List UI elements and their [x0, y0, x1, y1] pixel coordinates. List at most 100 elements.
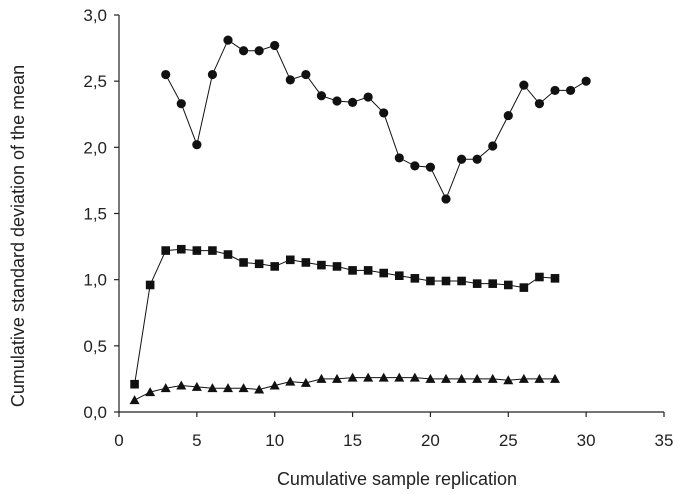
data-point-triangle — [332, 373, 342, 383]
data-point-square — [192, 246, 202, 255]
data-point-square — [472, 279, 482, 288]
data-point-square — [130, 379, 139, 389]
series-layer — [129, 35, 591, 405]
data-point-square — [176, 244, 186, 254]
data-point-triangle — [300, 377, 311, 387]
data-point-triangle — [518, 373, 529, 383]
data-point-triangle — [207, 383, 218, 393]
data-point-square — [394, 271, 404, 280]
data-point-triangle — [550, 373, 560, 383]
y-tick-label: 3,0 — [83, 6, 107, 25]
y-tick-label: 1,5 — [83, 205, 107, 224]
data-point-square — [426, 276, 435, 286]
data-point-circle — [441, 194, 451, 204]
data-point-triangle — [176, 380, 187, 390]
data-point-square — [379, 268, 389, 278]
data-point-circle — [519, 80, 529, 90]
data-point-triangle — [378, 372, 389, 382]
x-tick-label: 10 — [265, 431, 284, 450]
data-point-triangle — [269, 380, 280, 390]
data-point-triangle — [472, 373, 483, 383]
series-square — [130, 244, 560, 389]
x-tick-label: 35 — [655, 431, 674, 450]
data-point-triangle — [456, 373, 467, 383]
data-point-circle — [488, 141, 498, 151]
data-point-square — [301, 258, 311, 267]
data-point-circle — [550, 85, 560, 96]
data-point-triangle — [534, 373, 545, 383]
data-point-square — [535, 272, 544, 282]
data-point-circle — [254, 46, 264, 56]
y-tick-label: 0,0 — [83, 403, 107, 422]
data-point-triangle — [394, 372, 405, 382]
series-triangle-line — [134, 377, 555, 401]
y-tick-label: 1,0 — [83, 271, 107, 290]
data-point-circle — [238, 46, 249, 56]
data-point-circle — [270, 40, 280, 51]
data-point-circle — [581, 76, 591, 86]
y-tick-label: 2,0 — [83, 138, 107, 157]
data-point-square — [550, 274, 560, 283]
axes: 0 5 10 15 20 25 30 35 0,0 0,5 1,0 1,5 2,0 2,5 3,0 — [83, 6, 673, 450]
data-point-triangle — [191, 381, 202, 391]
y-tick-label: 2,5 — [83, 72, 107, 91]
data-point-square — [285, 255, 295, 265]
x-tick-label: 20 — [421, 431, 440, 450]
data-point-circle — [565, 85, 576, 96]
data-point-square — [410, 274, 420, 283]
y-axis-title: Cumulative standard deviation of the mea… — [8, 65, 28, 407]
data-point-square — [457, 276, 466, 286]
data-point-square — [317, 260, 326, 270]
data-point-square — [208, 246, 217, 255]
data-point-circle — [394, 153, 404, 163]
data-point-triangle — [316, 373, 327, 383]
data-point-triangle — [487, 373, 498, 383]
data-point-triangle — [409, 372, 420, 382]
data-point-square — [332, 262, 342, 271]
data-point-square — [145, 280, 155, 290]
data-point-triangle — [160, 383, 171, 393]
data-point-triangle — [285, 376, 296, 386]
data-point-triangle — [223, 383, 233, 393]
data-point-square — [254, 259, 264, 269]
data-point-circle — [425, 162, 436, 172]
data-point-circle — [207, 69, 218, 80]
y-tick-label: 0,5 — [83, 337, 107, 356]
data-point-square — [503, 280, 513, 290]
data-point-square — [161, 246, 171, 255]
x-tick-label: 0 — [114, 431, 123, 450]
data-point-circle — [472, 154, 482, 164]
data-point-circle — [223, 35, 233, 45]
x-tick-label: 5 — [192, 431, 201, 450]
data-point-triangle — [425, 373, 436, 383]
data-point-square — [488, 279, 498, 288]
data-point-square — [441, 276, 451, 286]
data-point-square — [519, 283, 529, 292]
data-point-triangle — [129, 395, 140, 405]
data-point-circle — [316, 91, 327, 101]
data-point-triangle — [363, 372, 374, 382]
data-point-triangle — [254, 384, 265, 394]
data-point-triangle — [441, 373, 451, 383]
data-point-circle — [503, 110, 513, 121]
data-point-square — [270, 262, 280, 271]
data-point-circle — [534, 99, 545, 109]
data-point-triangle — [503, 375, 514, 385]
data-point-square — [223, 250, 233, 259]
data-point-circle — [456, 154, 467, 164]
data-point-triangle — [347, 372, 358, 382]
data-point-triangle — [238, 383, 249, 393]
x-tick-label: 25 — [499, 431, 518, 450]
data-point-circle — [176, 99, 186, 109]
data-point-circle — [347, 97, 358, 107]
data-point-circle — [363, 92, 373, 102]
x-axis-title: Cumulative sample replication — [277, 469, 517, 489]
data-point-triangle — [145, 387, 156, 397]
data-point-circle — [192, 140, 202, 150]
series-square-line — [134, 248, 556, 385]
data-point-square — [239, 258, 248, 267]
data-point-circle — [285, 75, 295, 85]
series-triangle — [129, 372, 560, 405]
series-circle — [161, 35, 591, 204]
